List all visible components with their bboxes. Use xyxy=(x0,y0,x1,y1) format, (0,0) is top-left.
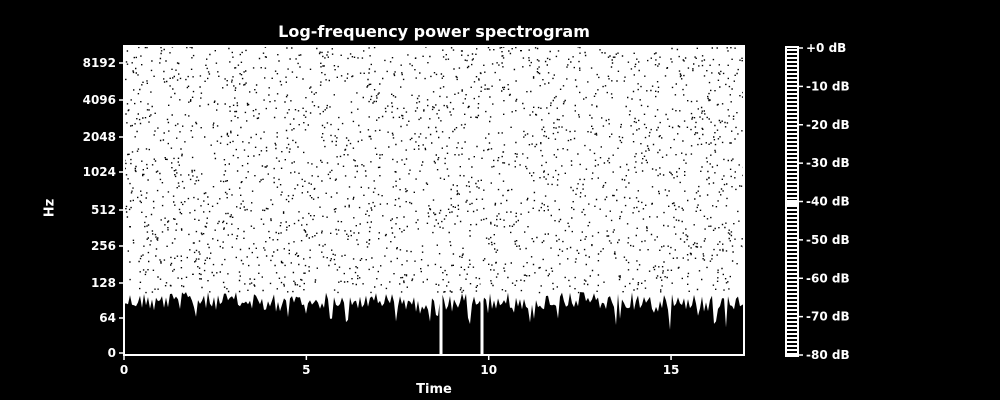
colorbar-tick-label: -30 dB xyxy=(806,156,850,170)
y-axis-ticks: 0 64 128 256 512 1024 2048 4096 8192 xyxy=(83,56,124,360)
x-tick-label: 0 xyxy=(120,363,128,377)
y-tick-label: 128 xyxy=(91,276,116,290)
low-frequency-region xyxy=(124,292,744,355)
broadband-event-1 xyxy=(480,280,484,355)
y-tick-label: 512 xyxy=(91,203,116,217)
x-tick-label: 15 xyxy=(663,363,680,377)
colorbar-tick-label: -80 dB xyxy=(806,348,850,362)
spectrogram-plot xyxy=(123,45,746,356)
colorbar-ticks: +0 dB -10 dB -20 dB -30 dB -40 dB -50 dB -60 d… xyxy=(798,41,850,362)
y-tick-label: 4096 xyxy=(83,93,116,107)
colorbar-tick-label: -50 dB xyxy=(806,233,850,247)
y-tick-label: 2048 xyxy=(83,130,116,144)
colorbar-tick-label: -20 dB xyxy=(806,118,850,132)
x-tick-label: 10 xyxy=(480,363,497,377)
chart-title: Log-frequency power spectrogram xyxy=(278,22,590,41)
broadband-event-0 xyxy=(439,280,443,355)
y-tick-label: 64 xyxy=(99,311,116,325)
colorbar-tick-label: -40 dB xyxy=(806,195,850,209)
colorbar-tick-label: +0 dB xyxy=(806,41,846,55)
y-tick-label: 0 xyxy=(108,346,116,360)
colorbar-tick-label: -60 dB xyxy=(806,271,850,285)
y-tick-label: 8192 xyxy=(83,56,116,70)
colorbar-tick-label: -70 dB xyxy=(806,310,850,324)
y-tick-label: 256 xyxy=(91,239,116,253)
x-tick-label: 5 xyxy=(302,363,310,377)
colorbar xyxy=(785,46,799,357)
y-tick-label: 1024 xyxy=(83,165,116,179)
x-axis-label: Time xyxy=(416,382,452,397)
colorbar-tick-label: -10 dB xyxy=(806,79,850,93)
plot-frame xyxy=(123,45,745,356)
colorbar-midband xyxy=(787,200,797,205)
x-axis-ticks: 0 5 10 15 xyxy=(120,355,680,377)
